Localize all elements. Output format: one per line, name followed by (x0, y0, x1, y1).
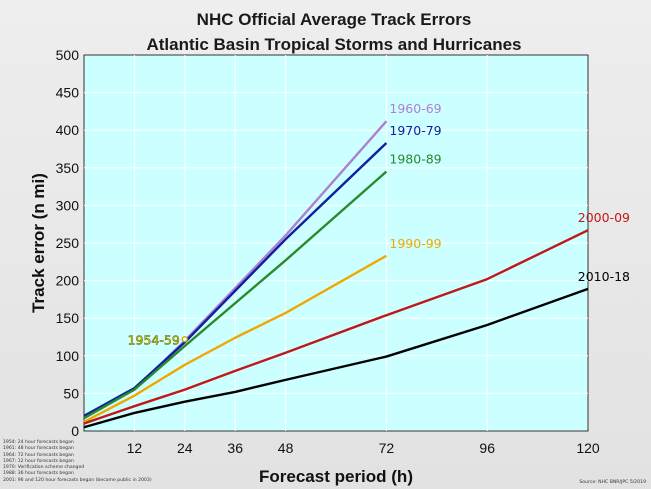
series-label: 1990-99 (389, 236, 441, 251)
point-1954-59: 1954-59 (127, 332, 188, 348)
series-line-1990-99 (83, 254, 387, 424)
x-tick-label: 96 (479, 440, 495, 456)
y-tick-label: 50 (63, 385, 79, 401)
y-axis: 0 50 100 150 200 250 300 350 400 450 500 (56, 47, 80, 439)
y-axis-title: Track error (n mi) (29, 173, 48, 313)
series-label: 2010-18 (578, 269, 630, 284)
x-tick-label: 72 (379, 440, 395, 456)
chart-subtitle: Atlantic Basin Tropical Storms and Hurri… (146, 35, 521, 54)
point-label: 1954-59 (128, 332, 180, 347)
series-line-1980-89 (83, 170, 388, 420)
chart-title: NHC Official Average Track Errors (197, 10, 472, 29)
note-line: 2001: 96 and 120 hour forecasts began (b… (3, 477, 152, 483)
y-tick-label: 0 (71, 423, 79, 439)
y-tick-label: 250 (56, 235, 80, 251)
y-tick-label: 200 (56, 273, 80, 289)
series-line-2010-18 (83, 287, 589, 429)
y-tick-label: 450 (56, 85, 80, 101)
y-tick-label: 400 (56, 122, 80, 138)
x-tick-label: 120 (576, 440, 600, 456)
x-tick-label: 12 (127, 440, 143, 456)
y-tick-label: 350 (56, 160, 80, 176)
note-line: 1967: 12 hour forecasts began (3, 458, 74, 464)
series-label: 1970-79 (389, 123, 441, 138)
x-axis-title: Forecast period (h) (259, 467, 413, 486)
y-tick-label: 100 (56, 348, 80, 364)
y-tick-label: 500 (56, 47, 80, 63)
series-label: 1960-69 (389, 101, 441, 116)
note-line: 1988: 36 hour forecasts began (3, 471, 74, 477)
note-line: 1954: 24 hour forecasts began (3, 440, 74, 445)
series-label: 1980-89 (389, 152, 441, 167)
x-tick-label: 48 (278, 440, 294, 456)
note-line: 1961: 48 hour forecasts began (3, 446, 74, 452)
series-line-2000-09 (83, 229, 589, 425)
note-line: 1964: 72 hour forecasts began (3, 452, 74, 458)
y-tick-label: 150 (56, 310, 80, 326)
series-labels: 1960-69 1970-79 1980-89 1990-99 2000-09 2010-… (389, 101, 630, 284)
source-note: Source: NHC BNR/JPC 5/2019 (579, 480, 646, 485)
history-notes: 1954: 24 hour forecasts began 1961: 48 h… (3, 440, 152, 484)
x-tick-label: 24 (177, 440, 193, 456)
series-label: 2000-09 (578, 210, 630, 225)
note-line: 1970: Verification scheme changed (3, 465, 85, 471)
y-tick-label: 300 (56, 197, 80, 213)
x-axis: 12 24 36 48 72 96 120 (127, 440, 600, 456)
point-marker (181, 336, 188, 343)
x-tick-label: 36 (227, 440, 243, 456)
